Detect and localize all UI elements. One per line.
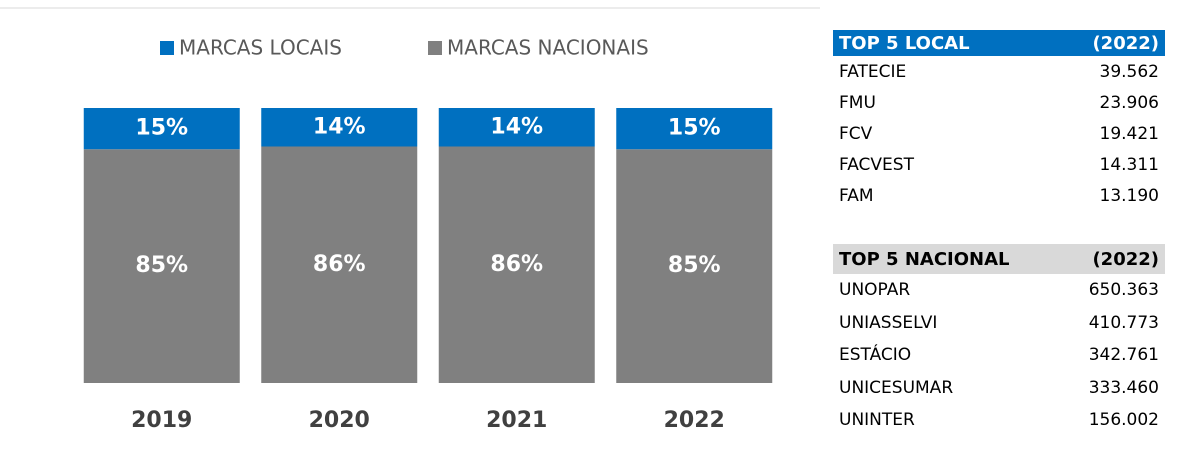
x-tick-label: 2021 <box>486 408 547 433</box>
x-tick-label: 2022 <box>664 408 725 433</box>
data-label: 85% <box>135 253 188 278</box>
bar-segment <box>438 146 595 383</box>
legend-label: MARCAS NACIONAIS <box>447 36 649 60</box>
data-label: 85% <box>668 253 721 278</box>
table-header: TOP 5 LOCAL (2022) <box>833 30 1165 56</box>
chart: MARCAS LOCAIS MARCAS NACIONAIS 2019 85% 15% 2… <box>0 7 820 433</box>
name-cell: FAM <box>839 185 874 206</box>
name-cell: FMU <box>839 92 876 113</box>
value-cell: 19.421 <box>1099 123 1159 144</box>
value-cell: 342.761 <box>1088 345 1159 366</box>
value-cell: 650.363 <box>1088 280 1159 301</box>
bar-segment <box>616 108 773 150</box>
table-row: UNICESUMAR 333.460 <box>833 372 1165 405</box>
data-label: 86% <box>490 252 543 277</box>
data-label: 86% <box>313 252 366 277</box>
header-cell: TOP 5 LOCAL <box>839 32 970 54</box>
name-cell: UNIASSELVI <box>839 312 938 333</box>
table-row: FACVEST 14.311 <box>833 149 1165 180</box>
data-label: 14% <box>313 114 366 139</box>
bar-segment <box>616 149 773 383</box>
name-cell: FATECIE <box>839 61 907 82</box>
legend-swatch <box>160 41 174 55</box>
data-label: 14% <box>490 114 543 139</box>
table-row: FMU 23.906 <box>833 87 1165 118</box>
value-cell: 410.773 <box>1088 312 1159 333</box>
name-cell: UNOPAR <box>839 280 911 301</box>
value-cell: 39.562 <box>1099 61 1159 82</box>
table-row: UNINTER 156.002 <box>833 404 1165 437</box>
bar-segment <box>261 146 418 383</box>
header-cell: (2022) <box>1092 248 1159 270</box>
x-tick-label: 2020 <box>309 408 370 433</box>
bar-segment <box>438 108 595 147</box>
legend-swatch <box>428 41 442 55</box>
table-row: ESTÁCIO 342.761 <box>833 339 1165 372</box>
bar-segment <box>261 108 418 147</box>
x-tick-label: 2019 <box>131 408 192 433</box>
name-cell: UNINTER <box>839 410 915 431</box>
header-cell: (2022) <box>1092 32 1159 54</box>
legend-label: MARCAS LOCAIS <box>179 36 342 60</box>
header-cell: TOP 5 NACIONAL <box>839 248 1010 270</box>
data-label: 15% <box>135 116 188 141</box>
bar-segment <box>83 108 240 150</box>
value-cell: 13.190 <box>1099 185 1159 206</box>
national-table: TOP 5 NACIONAL (2022) UNOPAR 650.363 UNIASSE… <box>833 244 1165 437</box>
value-cell: 23.906 <box>1099 92 1159 113</box>
name-cell: UNICESUMAR <box>839 377 954 398</box>
table-row: UNOPAR 650.363 <box>833 274 1165 307</box>
bar-segment <box>83 149 240 383</box>
table-header: TOP 5 NACIONAL (2022) <box>833 244 1165 274</box>
data-label: 15% <box>668 116 721 141</box>
name-cell: ESTÁCIO <box>839 345 912 366</box>
table-row: UNIASSELVI 410.773 <box>833 307 1165 340</box>
value-cell: 156.002 <box>1088 410 1159 431</box>
value-cell: 333.460 <box>1088 377 1159 398</box>
value-cell: 14.311 <box>1099 154 1159 175</box>
name-cell: FACVEST <box>839 154 914 175</box>
table-row: FCV 19.421 <box>833 118 1165 149</box>
name-cell: FCV <box>839 123 873 144</box>
local-table: TOP 5 LOCAL (2022) FATECIE 39.562 FMU 23.906 F… <box>833 30 1165 211</box>
table-row: FATECIE 39.562 <box>833 56 1165 87</box>
table-row: FAM 13.190 <box>833 180 1165 211</box>
